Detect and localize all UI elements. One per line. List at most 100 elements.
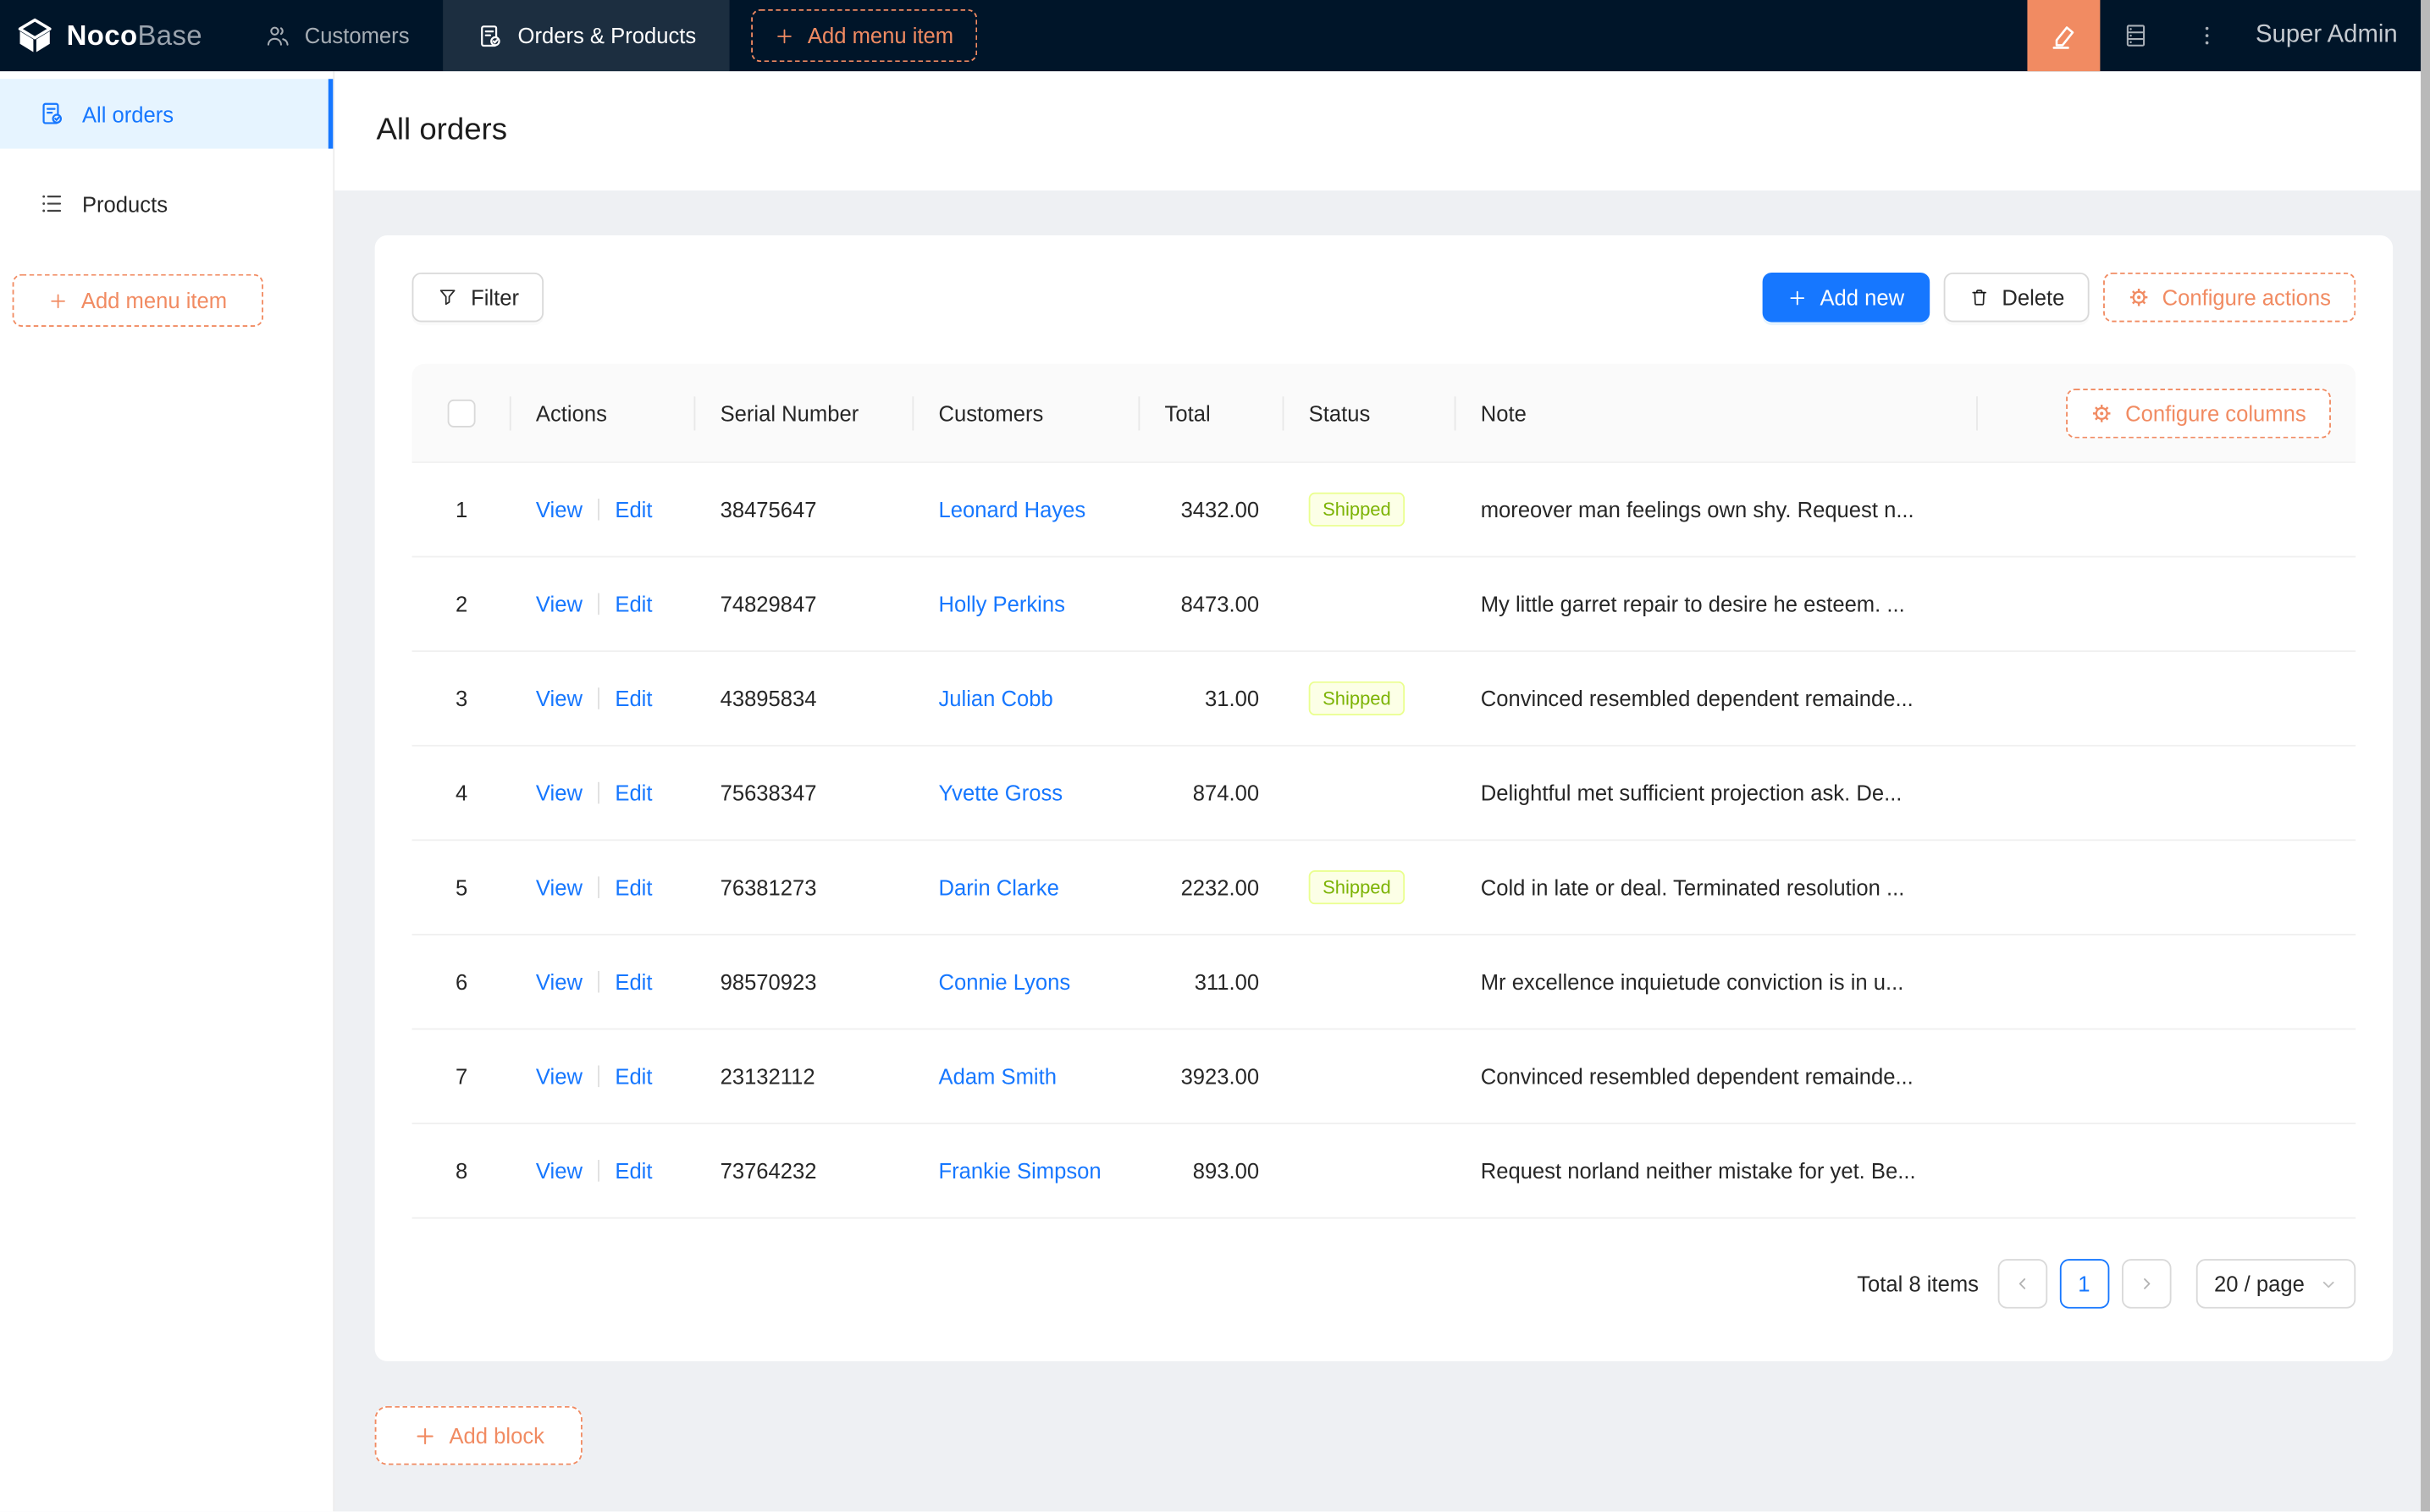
database-icon bbox=[2123, 22, 2151, 50]
row-total: 2232.00 bbox=[1140, 875, 1284, 899]
edit-link[interactable]: Edit bbox=[615, 781, 652, 805]
edit-link[interactable]: Edit bbox=[615, 1064, 652, 1089]
row-note: Convinced resembled dependent remainde..… bbox=[1455, 686, 1977, 710]
table-row: 5 ViewEdit 76381273 Darin Clarke 2232.00… bbox=[412, 841, 2356, 935]
add-new-label: Add new bbox=[1820, 285, 1904, 310]
table-row: 2 ViewEdit 74829847 Holly Perkins 8473.0… bbox=[412, 558, 2356, 653]
table-row: 7 ViewEdit 23132112 Adam Smith 3923.00 C… bbox=[412, 1029, 2356, 1124]
main-nav: Customers Orders & Products Add men bbox=[230, 0, 977, 71]
view-link[interactable]: View bbox=[536, 1158, 583, 1183]
sidebar-add-menu-item-button[interactable]: Add menu item bbox=[13, 274, 263, 327]
status-tag: Shipped bbox=[1309, 870, 1405, 904]
view-link[interactable]: View bbox=[536, 875, 583, 899]
customer-link[interactable]: Holly Perkins bbox=[938, 592, 1064, 616]
trash-icon bbox=[1968, 286, 1990, 308]
customer-link[interactable]: Frankie Simpson bbox=[938, 1158, 1101, 1183]
row-customer: Holly Perkins bbox=[914, 592, 1140, 616]
row-customer: Julian Cobb bbox=[914, 686, 1140, 710]
page-title: All orders bbox=[376, 113, 507, 149]
pagination-prev-button[interactable] bbox=[1997, 1259, 2047, 1309]
row-total: 874.00 bbox=[1140, 781, 1284, 805]
edit-link[interactable]: Edit bbox=[615, 497, 652, 521]
customer-link[interactable]: Connie Lyons bbox=[938, 969, 1070, 994]
status-tag: Shipped bbox=[1309, 682, 1405, 715]
row-status: Shipped bbox=[1284, 493, 1455, 527]
orders-icon bbox=[39, 101, 65, 127]
row-note: Mr excellence inquietude conviction is i… bbox=[1455, 969, 1977, 994]
edit-link[interactable]: Edit bbox=[615, 875, 652, 899]
action-separator bbox=[598, 971, 599, 993]
add-new-button[interactable]: Add new bbox=[1763, 273, 1930, 323]
header-add-menu-item-button[interactable]: Add menu item bbox=[752, 9, 977, 62]
view-link[interactable]: View bbox=[536, 497, 583, 521]
row-total: 3923.00 bbox=[1140, 1064, 1284, 1089]
sidebar-item-products[interactable]: Products bbox=[0, 168, 333, 238]
pagination-next-button[interactable] bbox=[2121, 1259, 2171, 1309]
data-sources-button[interactable] bbox=[2101, 0, 2172, 71]
nav-item-orders-products[interactable]: Orders & Products bbox=[444, 0, 731, 71]
header-cell-customers: Customers bbox=[914, 364, 1140, 461]
ui-editor-button[interactable] bbox=[2028, 0, 2101, 71]
action-separator bbox=[598, 1160, 599, 1182]
edit-link[interactable]: Edit bbox=[615, 686, 652, 710]
header-cell-configure: Configure columns bbox=[1978, 364, 2355, 461]
nav-item-label: Customers bbox=[305, 23, 410, 47]
configure-columns-button[interactable]: Configure columns bbox=[2067, 388, 2331, 438]
sidebar-item-all-orders[interactable]: All orders bbox=[0, 79, 333, 148]
add-block-button[interactable]: Add block bbox=[375, 1406, 583, 1465]
delete-button[interactable]: Delete bbox=[1943, 273, 2090, 323]
sidebar-add-menu-item-label: Add menu item bbox=[81, 288, 227, 312]
view-link[interactable]: View bbox=[536, 686, 583, 710]
row-index: 6 bbox=[412, 969, 511, 994]
row-index: 8 bbox=[412, 1158, 511, 1183]
scrollbar[interactable] bbox=[2421, 0, 2430, 1511]
header-cell-select-all bbox=[412, 364, 511, 461]
view-link[interactable]: View bbox=[536, 1064, 583, 1089]
page-size-select[interactable]: 20 / page bbox=[2195, 1259, 2355, 1309]
customer-link[interactable]: Leonard Hayes bbox=[938, 497, 1085, 521]
row-actions: View Edit bbox=[511, 1158, 696, 1183]
select-all-checkbox[interactable] bbox=[448, 399, 476, 427]
filter-button[interactable]: Filter bbox=[412, 273, 544, 323]
row-customer: Leonard Hayes bbox=[914, 497, 1140, 521]
nocobase-logo[interactable]: NocoBase bbox=[0, 14, 230, 56]
row-total: 311.00 bbox=[1140, 969, 1284, 994]
nav-item-customers[interactable]: Customers bbox=[230, 0, 444, 71]
edit-link[interactable]: Edit bbox=[615, 592, 652, 616]
pagination-total: Total 8 items bbox=[1857, 1272, 1979, 1296]
customer-link[interactable]: Yvette Gross bbox=[938, 781, 1063, 805]
row-total: 31.00 bbox=[1140, 686, 1284, 710]
row-index: 5 bbox=[412, 875, 511, 899]
highlighter-icon bbox=[2050, 21, 2079, 51]
view-link[interactable]: View bbox=[536, 592, 583, 616]
kebab-icon bbox=[2195, 23, 2220, 47]
customer-link[interactable]: Julian Cobb bbox=[938, 686, 1052, 710]
customer-link[interactable]: Adam Smith bbox=[938, 1064, 1056, 1089]
header-right: Super Admin bbox=[2028, 0, 2430, 71]
table-toolbar: Filter Add new bbox=[412, 273, 2356, 323]
action-separator bbox=[598, 499, 599, 521]
edit-link[interactable]: Edit bbox=[615, 1158, 652, 1183]
page-size-value: 20 / page bbox=[2214, 1272, 2305, 1296]
plus-icon bbox=[1787, 287, 1808, 307]
row-serial-number: 38475647 bbox=[695, 497, 914, 521]
table-row: 3 ViewEdit 43895834 Julian Cobb 31.00 Sh… bbox=[412, 652, 2356, 747]
sidebar-item-label: All orders bbox=[82, 102, 174, 126]
row-note: Delightful met sufficient projection ask… bbox=[1455, 781, 1977, 805]
view-link[interactable]: View bbox=[536, 969, 583, 994]
pagination-page-1[interactable]: 1 bbox=[2059, 1259, 2109, 1309]
more-menu-button[interactable] bbox=[2172, 0, 2243, 71]
row-serial-number: 43895834 bbox=[695, 686, 914, 710]
customer-link[interactable]: Darin Clarke bbox=[938, 875, 1058, 899]
edit-link[interactable]: Edit bbox=[615, 969, 652, 994]
customers-icon bbox=[264, 23, 290, 49]
user-menu[interactable]: Super Admin bbox=[2243, 22, 2430, 50]
app-window: NocoBase Customers bbox=[0, 0, 2430, 1511]
row-serial-number: 73764232 bbox=[695, 1158, 914, 1183]
toolbar-right: Add new Delete bbox=[1763, 273, 2355, 323]
row-customer: Adam Smith bbox=[914, 1064, 1140, 1089]
row-customer: Yvette Gross bbox=[914, 781, 1140, 805]
view-link[interactable]: View bbox=[536, 781, 583, 805]
row-actions: View Edit bbox=[511, 592, 696, 616]
configure-actions-button[interactable]: Configure actions bbox=[2103, 273, 2355, 323]
